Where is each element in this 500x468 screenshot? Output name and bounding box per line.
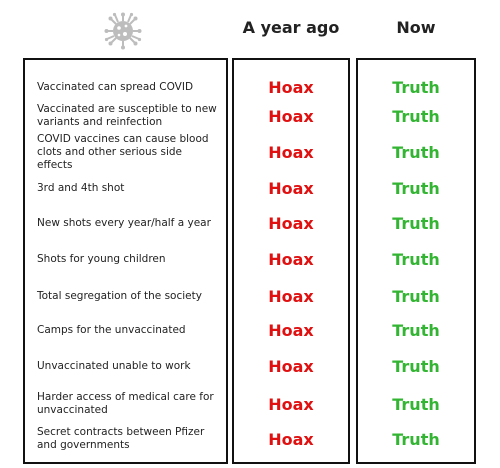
claim-text: Vaccinated are susceptible to new varian…: [37, 103, 217, 128]
column-title-a-year-ago: A year ago: [242, 18, 340, 37]
claim-row: Unvaccinated unable to work: [25, 349, 226, 383]
claim-row: New shots every year/half a year: [25, 206, 226, 240]
verdict-row-ago: Hoax: [234, 206, 348, 240]
claim-row: 3rd and 4th shot: [25, 171, 226, 205]
verdict-row-ago: Hoax: [234, 313, 348, 347]
verdict-hoax: Hoax: [268, 106, 314, 126]
verdict-row-ago: Hoax: [234, 242, 348, 276]
verdict-hoax: Hoax: [268, 320, 314, 340]
verdict-hoax: Hoax: [268, 142, 314, 162]
verdict-row-ago: Hoax: [234, 387, 348, 421]
verdict-row-ago: Hoax: [234, 135, 348, 169]
claim-text: Vaccinated can spread COVID: [37, 80, 194, 93]
verdict-row-ago: Hoax: [234, 349, 348, 383]
claim-text: 3rd and 4th shot: [37, 181, 125, 194]
claim-row: Total segregation of the society: [25, 279, 226, 313]
verdict-hoax: Hoax: [268, 429, 314, 449]
a-year-ago-column: Hoax Hoax Hoax Hoax Hoax Hoax Hoax Hoax Hoax Hoax…: [232, 58, 350, 464]
claim-row: Secret contracts between Pfizer and gove…: [25, 422, 226, 456]
verdict-truth: Truth: [392, 286, 440, 306]
verdict-row-ago: Hoax: [234, 422, 348, 456]
verdict-truth: Truth: [392, 249, 440, 269]
verdict-truth: Truth: [392, 106, 440, 126]
verdict-row-ago: Hoax: [234, 171, 348, 205]
virus-icon: [104, 12, 142, 50]
verdict-row-now: Truth: [358, 135, 474, 169]
verdict-hoax: Hoax: [268, 178, 314, 198]
verdict-row-now: Truth: [358, 99, 474, 133]
claim-row: Camps for the unvaccinated: [25, 313, 226, 347]
verdict-row-ago: Hoax: [234, 99, 348, 133]
verdict-truth: Truth: [392, 142, 440, 162]
claim-text: Secret contracts between Pfizer and gove…: [37, 426, 205, 451]
claim-text: COVID vaccines can cause blood clots and…: [37, 132, 209, 171]
verdict-hoax: Hoax: [268, 77, 314, 97]
verdict-hoax: Hoax: [268, 286, 314, 306]
claim-text: New shots every year/half a year: [37, 216, 211, 229]
header: A year ago Now: [0, 0, 500, 58]
claim-text: Unvaccinated unable to work: [37, 359, 191, 372]
verdict-hoax: Hoax: [268, 356, 314, 376]
claim-row: Shots for young children: [25, 242, 226, 276]
claim-text: Total segregation of the society: [37, 289, 202, 302]
verdict-truth: Truth: [392, 356, 440, 376]
verdict-row-now: Truth: [358, 242, 474, 276]
verdict-truth: Truth: [392, 178, 440, 198]
claim-row: Vaccinated are susceptible to new varian…: [25, 99, 226, 133]
verdict-truth: Truth: [392, 394, 440, 414]
verdict-row-now: Truth: [358, 171, 474, 205]
claim-row: Vaccinated can spread COVID: [25, 70, 226, 104]
verdict-truth: Truth: [392, 320, 440, 340]
column-title-now: Now: [396, 18, 436, 37]
verdict-row-now: Truth: [358, 279, 474, 313]
verdict-truth: Truth: [392, 213, 440, 233]
verdict-row-now: Truth: [358, 206, 474, 240]
claim-text: Harder access of medical care for unvacc…: [37, 391, 214, 416]
verdict-row-now: Truth: [358, 422, 474, 456]
verdict-hoax: Hoax: [268, 213, 314, 233]
verdict-row-ago: Hoax: [234, 70, 348, 104]
claim-row: Harder access of medical care for unvacc…: [25, 387, 226, 421]
claims-column: Vaccinated can spread COVID Vaccinated ar…: [23, 58, 228, 464]
verdict-row-now: Truth: [358, 70, 474, 104]
claim-text: Camps for the unvaccinated: [37, 323, 186, 336]
verdict-hoax: Hoax: [268, 249, 314, 269]
claim-row: COVID vaccines can cause blood clots and…: [25, 132, 226, 171]
claim-text: Shots for young children: [37, 252, 166, 265]
now-column: Truth Truth Truth Truth Truth Truth Truth Truth…: [356, 58, 476, 464]
verdict-row-now: Truth: [358, 313, 474, 347]
verdict-row-now: Truth: [358, 349, 474, 383]
verdict-hoax: Hoax: [268, 394, 314, 414]
verdict-row-now: Truth: [358, 387, 474, 421]
verdict-row-ago: Hoax: [234, 279, 348, 313]
verdict-truth: Truth: [392, 429, 440, 449]
verdict-truth: Truth: [392, 77, 440, 97]
